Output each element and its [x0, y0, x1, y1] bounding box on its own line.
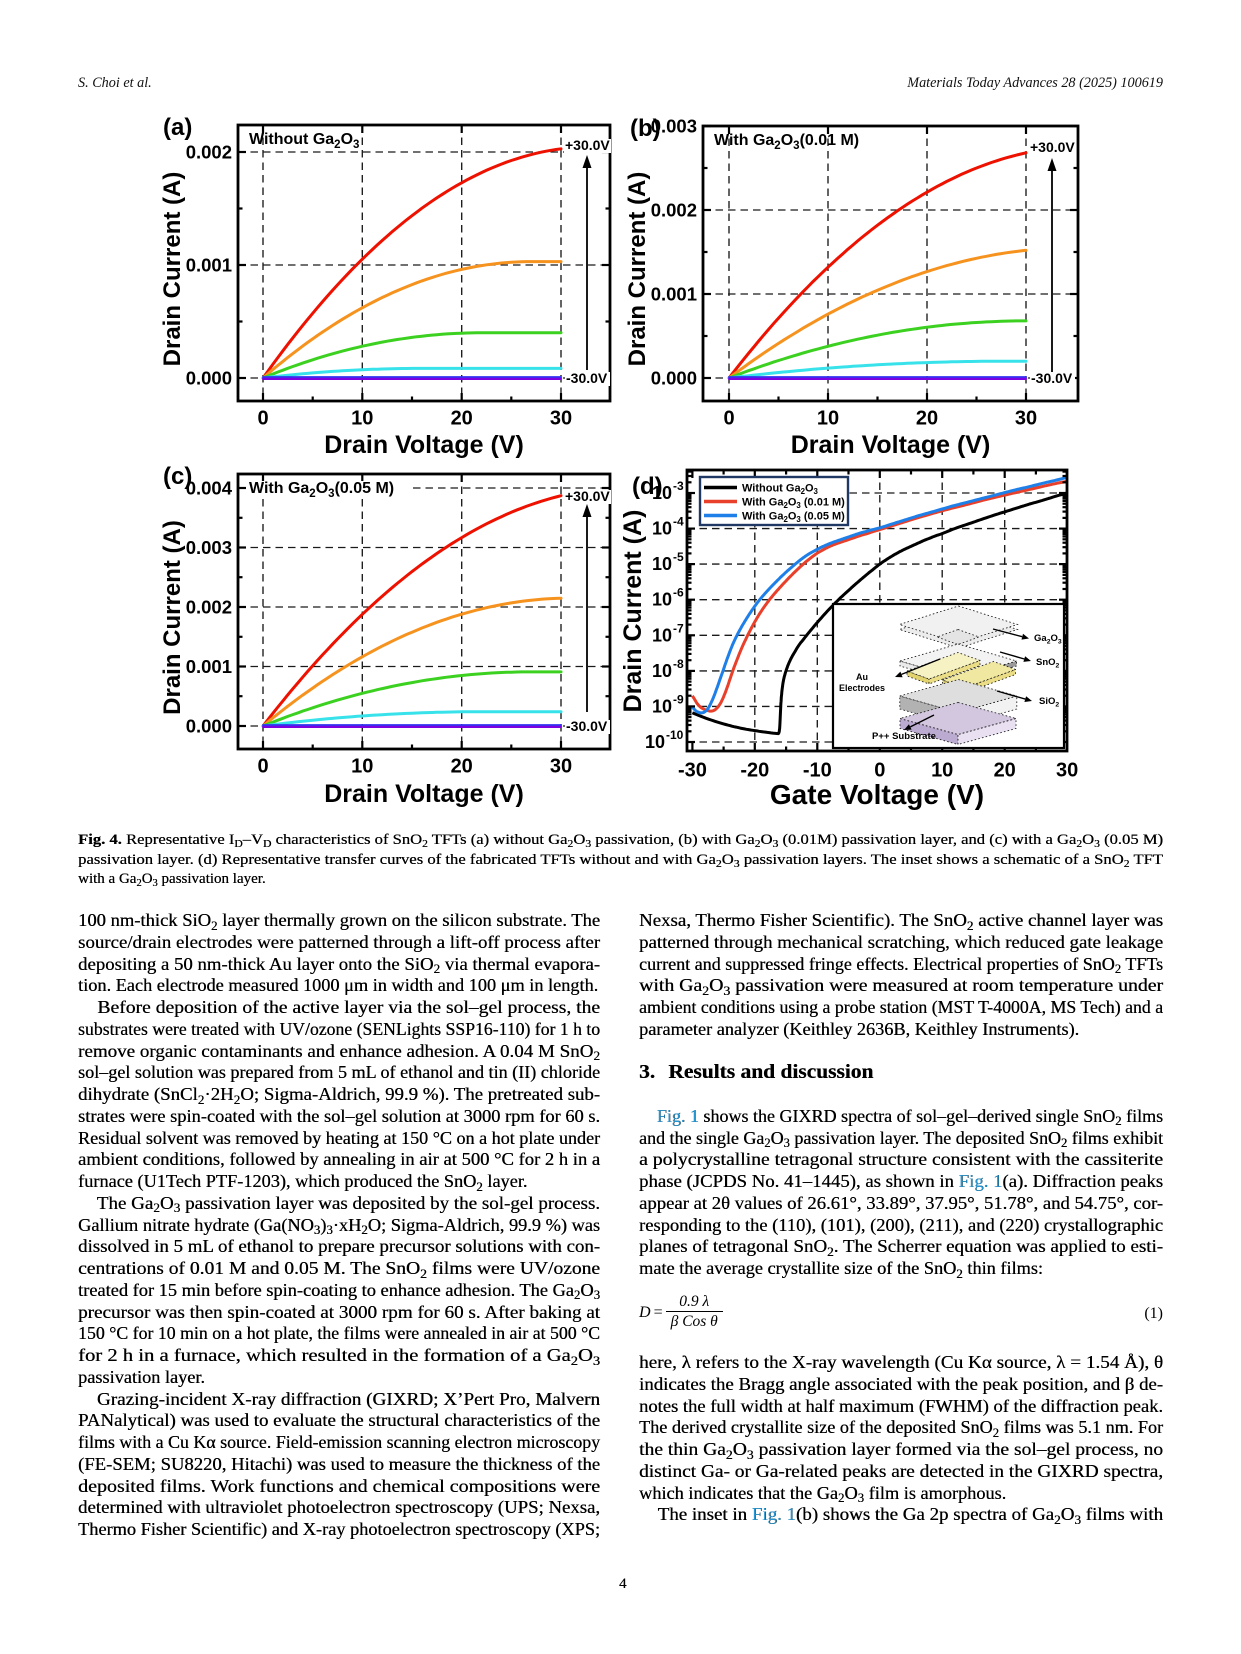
svg-text:20: 20	[916, 408, 938, 430]
svg-text:0.000: 0.000	[186, 368, 232, 389]
svg-text:-3: -3	[673, 479, 684, 493]
svg-text:Without Ga2O3: Without Ga2O3	[742, 483, 819, 497]
svg-text:Au: Au	[856, 672, 868, 682]
svg-text:10: 10	[652, 519, 672, 539]
svg-text:Drain Current (A): Drain Current (A)	[619, 510, 647, 713]
svg-text:30: 30	[1015, 408, 1037, 430]
svg-text:-30.0V: -30.0V	[1031, 370, 1073, 386]
svg-text:0: 0	[723, 408, 734, 430]
svg-text:Without Ga2O3: Without Ga2O3	[249, 131, 359, 151]
svg-text:10: 10	[652, 554, 672, 574]
svg-text:With Ga2O3(0.01 M): With Ga2O3(0.01 M)	[714, 132, 859, 152]
svg-text:10: 10	[652, 483, 672, 503]
svg-text:10: 10	[652, 625, 672, 645]
svg-text:-10: -10	[803, 760, 832, 782]
svg-text:20: 20	[451, 756, 473, 778]
svg-text:0.000: 0.000	[186, 716, 232, 737]
svg-text:10: 10	[817, 408, 839, 430]
svg-text:0.001: 0.001	[186, 656, 232, 677]
svg-text:0.002: 0.002	[651, 200, 697, 221]
svg-text:0.001: 0.001	[651, 284, 697, 305]
svg-text:Gate Voltage (V): Gate Voltage (V)	[770, 779, 984, 810]
svg-text:10: 10	[351, 408, 373, 430]
svg-text:10: 10	[652, 590, 672, 610]
svg-text:0: 0	[874, 760, 885, 782]
svg-text:-5: -5	[673, 550, 684, 564]
svg-text:0.002: 0.002	[186, 142, 232, 163]
svg-text:-30.0V: -30.0V	[566, 718, 608, 734]
svg-text:+30.0V: +30.0V	[565, 137, 610, 153]
svg-text:Ga2O3: Ga2O3	[1034, 633, 1062, 646]
svg-text:10: 10	[652, 696, 672, 716]
svg-text:With Ga2O3(0.05 M): With Ga2O3(0.05 M)	[249, 480, 394, 500]
svg-text:Electrodes: Electrodes	[839, 683, 885, 693]
svg-text:0.003: 0.003	[651, 116, 697, 137]
svg-text:0: 0	[257, 756, 268, 778]
svg-text:-4: -4	[673, 515, 684, 529]
svg-text:-30.0V: -30.0V	[566, 370, 608, 386]
svg-text:(d): (d)	[632, 473, 663, 500]
svg-text:30: 30	[1056, 760, 1078, 782]
svg-text:0.001: 0.001	[186, 255, 232, 276]
svg-text:+30.0V: +30.0V	[565, 488, 610, 504]
svg-text:With Ga2O3 (0.05 M): With Ga2O3 (0.05 M)	[742, 511, 845, 525]
svg-text:30: 30	[550, 756, 572, 778]
svg-text:-10: -10	[666, 728, 684, 742]
svg-text:-7: -7	[673, 621, 684, 635]
svg-text:-9: -9	[673, 692, 684, 706]
svg-text:20: 20	[994, 760, 1016, 782]
svg-text:10: 10	[645, 732, 665, 752]
svg-text:(b): (b)	[630, 115, 661, 142]
svg-text:(a): (a)	[163, 114, 192, 141]
svg-text:Drain Current (A): Drain Current (A)	[159, 520, 186, 715]
svg-text:0.004: 0.004	[186, 478, 233, 499]
svg-text:Drain Voltage (V): Drain Voltage (V)	[324, 431, 524, 459]
svg-text:SiO2: SiO2	[1039, 696, 1059, 709]
svg-text:+30.0V: +30.0V	[1030, 139, 1075, 155]
svg-text:P++ Substrate: P++ Substrate	[872, 731, 936, 742]
svg-text:SnO2: SnO2	[1036, 657, 1060, 670]
svg-text:With Ga2O3 (0.01 M): With Ga2O3 (0.01 M)	[742, 497, 845, 511]
svg-text:0.003: 0.003	[186, 537, 232, 558]
svg-text:0.002: 0.002	[186, 597, 232, 618]
svg-text:Drain Current (A): Drain Current (A)	[159, 172, 186, 367]
svg-text:Drain Voltage (V): Drain Voltage (V)	[324, 780, 524, 808]
svg-text:Drain Current (A): Drain Current (A)	[624, 172, 651, 367]
svg-text:20: 20	[451, 408, 473, 430]
svg-text:30: 30	[550, 408, 572, 430]
svg-text:-20: -20	[740, 760, 769, 782]
svg-text:0: 0	[257, 408, 268, 430]
svg-text:10: 10	[351, 756, 373, 778]
svg-text:10: 10	[931, 760, 953, 782]
svg-text:0.000: 0.000	[651, 368, 697, 389]
svg-text:-30: -30	[678, 760, 707, 782]
svg-text:(c): (c)	[163, 463, 192, 490]
svg-text:-6: -6	[673, 586, 684, 600]
svg-text:10: 10	[652, 661, 672, 681]
svg-text:-8: -8	[673, 657, 684, 671]
svg-text:Drain Voltage (V): Drain Voltage (V)	[791, 431, 991, 459]
